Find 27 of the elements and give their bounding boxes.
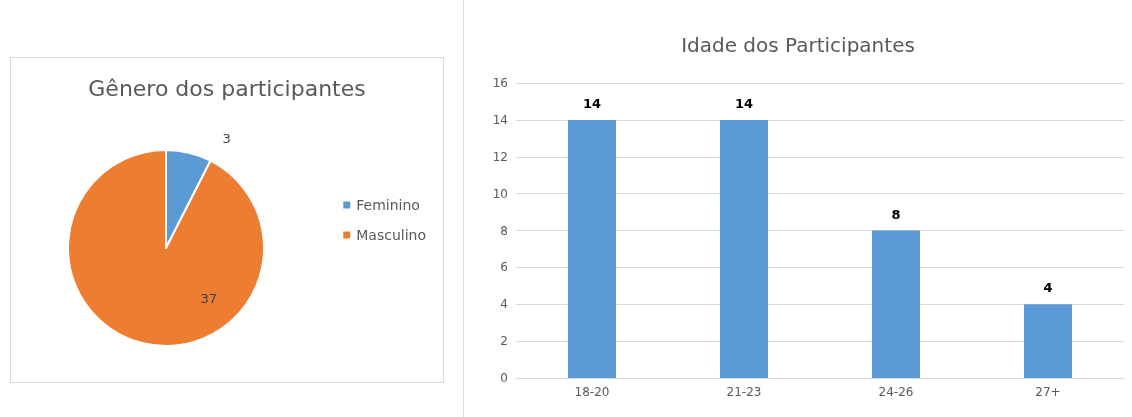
y-tick-label: 4 [500, 297, 508, 312]
chart-title: Idade dos Participantes [681, 33, 915, 57]
x-tick-label: 24-26 [878, 385, 914, 399]
legend-label: Feminino [356, 197, 420, 213]
bar [568, 119, 616, 378]
y-tick-label: 14 [492, 112, 508, 127]
bar [872, 230, 920, 378]
x-tick-label: 18-20 [574, 385, 610, 399]
x-tick-label: 27+ [1035, 385, 1061, 399]
y-tick-label: 16 [492, 76, 508, 90]
data-label: 14 [582, 95, 602, 111]
legend-label: Masculino [356, 227, 427, 243]
chart-title: Gênero dos participantes [88, 75, 366, 101]
data-label: 3 [222, 130, 231, 146]
y-tick-label: 10 [492, 186, 508, 201]
y-tick-label: 12 [492, 149, 508, 164]
data-label: 8 [891, 206, 901, 222]
data-label: 4 [1043, 280, 1053, 296]
x-tick-label: 21-23 [726, 385, 762, 399]
data-label: 14 [734, 95, 754, 111]
y-tick-label: 6 [500, 260, 508, 275]
data-label: 37 [200, 291, 218, 307]
bar [1024, 304, 1072, 378]
bar [720, 119, 768, 378]
y-tick-label: 2 [500, 334, 508, 349]
y-tick-label: 0 [500, 371, 508, 385]
y-tick-label: 8 [500, 223, 508, 238]
